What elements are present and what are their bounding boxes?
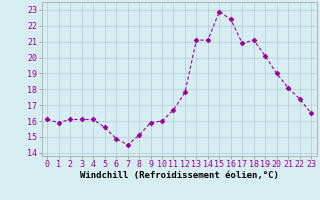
X-axis label: Windchill (Refroidissement éolien,°C): Windchill (Refroidissement éolien,°C)	[80, 171, 279, 180]
